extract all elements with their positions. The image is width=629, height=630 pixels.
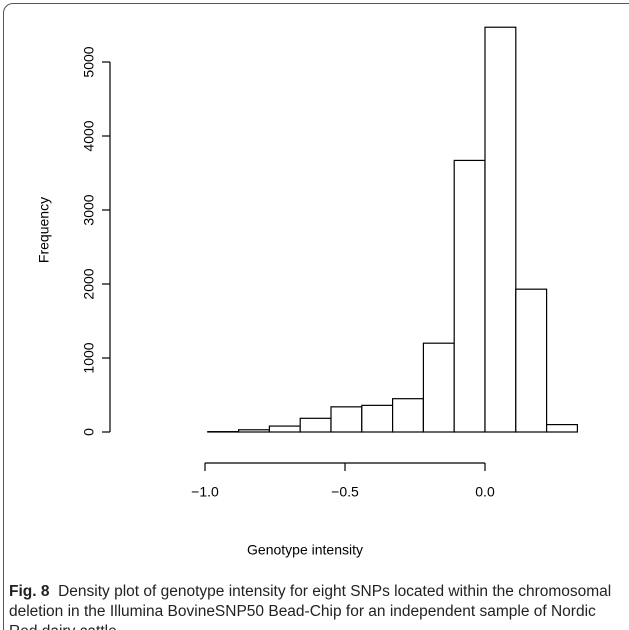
y-tick-label: 0: [81, 428, 97, 436]
bar: [545, 424, 578, 433]
bar: [453, 159, 486, 433]
bar: [515, 288, 548, 433]
bar: [422, 342, 455, 433]
y-tick-label: 3000: [81, 194, 97, 225]
x-tick-label: 0.0: [475, 484, 495, 500]
y-tick-label: 2000: [81, 268, 97, 299]
y-axis-label: Frequency: [36, 197, 52, 263]
bar: [330, 406, 363, 433]
bar: [299, 417, 332, 433]
bar: [238, 429, 271, 433]
y-tick-label: 5000: [81, 46, 97, 77]
caption: Fig. 8 Density plot of genotype intensit…: [9, 582, 625, 630]
x-axis-label: Genotype intensity: [247, 542, 363, 558]
x-tick-label: −0.5: [331, 484, 359, 500]
bar: [268, 425, 301, 433]
chart: Genotype intensity Frequency 0 1000 2000 30…: [36, 26, 578, 558]
caption-label: Fig. 8: [9, 583, 50, 600]
y-tick-label: 1000: [81, 342, 97, 373]
y-tick-label: 4000: [81, 120, 97, 151]
figure-frame: [3, 3, 629, 630]
bar: [361, 404, 394, 433]
bar: [392, 398, 425, 433]
caption-text: Density plot of genotype intensity for e…: [9, 583, 612, 630]
x-tick-label: −1.0: [191, 484, 219, 500]
bar: [484, 26, 517, 433]
